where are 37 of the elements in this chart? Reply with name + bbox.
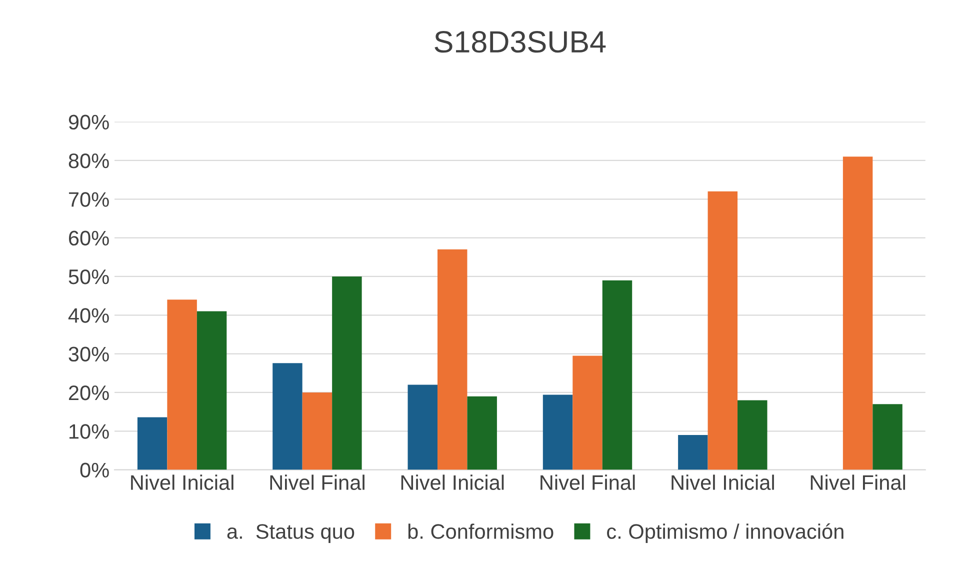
bar	[872, 404, 902, 470]
legend-label: c. Optimismo / innovación	[607, 523, 844, 544]
y-tick-label: 20%	[68, 385, 109, 400]
y-tick-label: 90%	[68, 114, 109, 130]
bar	[842, 156, 873, 470]
legend-label: a. Status quo	[227, 524, 354, 544]
x-tick-label: Nivel Final	[540, 474, 635, 490]
x-tick-label: Nivel Final	[270, 474, 364, 490]
y-tick-label: 60%	[68, 230, 109, 246]
y-tick-label: 40%	[68, 308, 109, 323]
x-tick-label: Nivel Inicial	[401, 474, 504, 490]
bar	[678, 435, 708, 470]
y-tick-label: 80%	[68, 153, 109, 168]
bar	[572, 356, 602, 470]
bar	[602, 280, 632, 470]
bar	[332, 276, 362, 470]
y-tick-label: 10%	[70, 424, 109, 439]
bar	[542, 394, 573, 470]
bar	[437, 249, 468, 470]
legend-label: b. Conformismo	[408, 524, 554, 539]
bar	[302, 392, 332, 470]
bar	[408, 384, 438, 470]
y-tick-label: 30%	[68, 346, 109, 362]
bar	[137, 417, 168, 470]
y-tick-label: 70%	[68, 192, 109, 207]
x-tick-label: Nivel Inicial	[672, 474, 774, 490]
bar	[196, 311, 227, 470]
bar	[738, 400, 768, 470]
bar	[708, 191, 738, 470]
x-tick-label: Nivel Final	[810, 474, 906, 490]
chart-title: S18D3SUB4	[434, 31, 606, 53]
bar	[467, 396, 497, 470]
x-tick-label: Nivel Inicial	[131, 474, 234, 490]
y-tick-label: 50%	[68, 269, 109, 284]
y-tick-label: 0%	[80, 462, 109, 478]
bar	[272, 363, 302, 470]
bar	[167, 300, 197, 470]
